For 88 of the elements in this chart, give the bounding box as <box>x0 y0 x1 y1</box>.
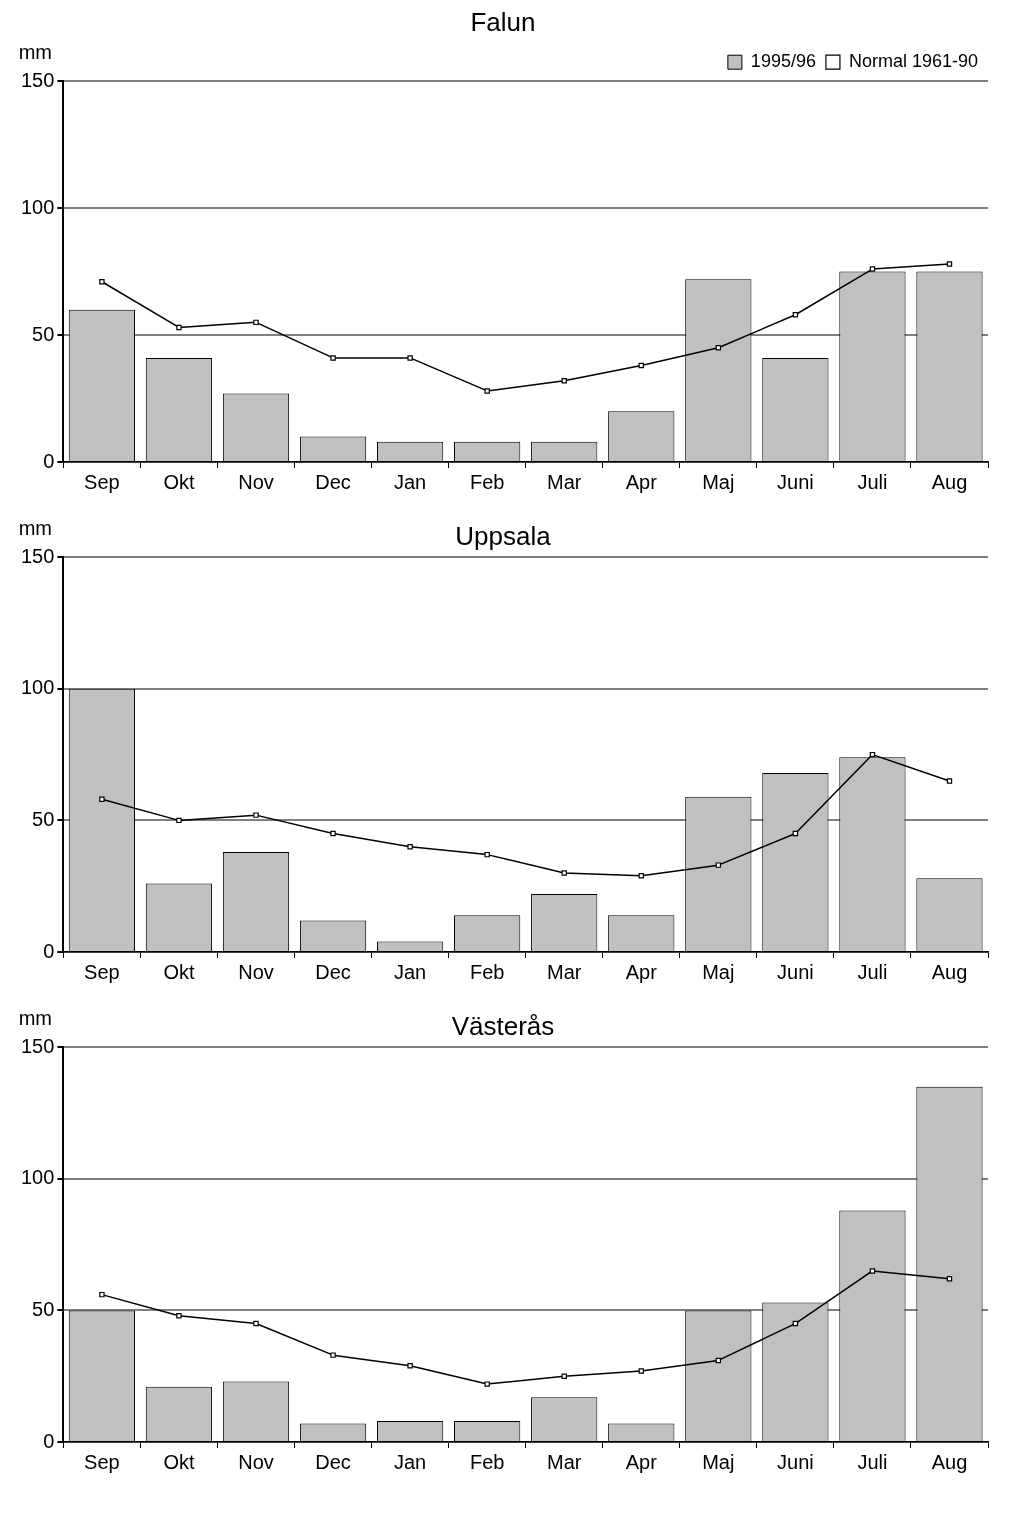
point <box>638 872 644 879</box>
x-tick-label: Juli <box>857 1450 888 1473</box>
point <box>946 778 953 784</box>
legend-label: 1995/96 <box>750 51 816 72</box>
y-tick-label: 100 <box>20 195 55 218</box>
point <box>638 362 644 369</box>
x-tick-label: Aug <box>931 1450 968 1473</box>
point <box>946 1276 953 1282</box>
point <box>715 862 722 868</box>
point <box>561 1373 567 1379</box>
point <box>99 279 105 285</box>
x-tick-label: Sep <box>84 1450 120 1473</box>
point <box>253 319 259 326</box>
y-tick-label: 0 <box>43 939 55 962</box>
x-tick-label: Dec <box>315 470 351 493</box>
point <box>407 355 413 361</box>
point <box>484 851 490 858</box>
x-tick-label: Maj <box>702 470 735 493</box>
y-axis-title: mm <box>18 40 53 63</box>
x-tick-label: Mar <box>546 470 582 493</box>
point <box>330 1352 336 1358</box>
point <box>176 817 182 824</box>
x-tick-label: Dec <box>315 960 351 983</box>
x-tick-label: Juli <box>857 960 888 983</box>
point <box>869 266 876 272</box>
x-tick-label: Aug <box>931 470 968 493</box>
x-tick-label: Nov <box>238 960 274 983</box>
x-tick-label: Sep <box>84 960 120 983</box>
point <box>561 378 567 384</box>
x-tick-label: Maj <box>702 1450 735 1473</box>
point <box>99 796 105 803</box>
point <box>407 844 413 850</box>
y-tick-label: 0 <box>43 1429 55 1452</box>
point <box>946 261 953 267</box>
x-tick-label: Juni <box>777 1450 814 1473</box>
legend-label: Normal 1961-90 <box>848 51 979 72</box>
x-tick-label: Nov <box>238 470 274 493</box>
x-tick-label: Jan <box>393 470 427 493</box>
x-tick-label: Juli <box>857 470 888 493</box>
x-tick-label: Feb <box>469 1450 505 1473</box>
point <box>484 1381 490 1387</box>
chart-title: Uppsala <box>455 520 552 551</box>
x-tick-label: Jan <box>393 960 427 983</box>
chart-title: Falun <box>470 6 536 37</box>
x-tick-label: Mar <box>546 960 582 983</box>
y-axis-title: mm <box>18 1006 53 1029</box>
point <box>792 312 799 318</box>
y-tick-label: 100 <box>20 1166 55 1189</box>
point <box>176 324 182 331</box>
x-tick-label: Apr <box>625 470 658 493</box>
x-tick-label: Okt <box>163 1450 195 1473</box>
x-tick-label: Maj <box>702 960 735 983</box>
y-tick-label: 50 <box>32 322 55 345</box>
x-tick-label: Jan <box>393 1450 427 1473</box>
point <box>638 1368 644 1374</box>
x-tick-label: Feb <box>469 470 505 493</box>
point <box>253 812 259 818</box>
x-tick-label: Okt <box>163 960 195 983</box>
point <box>330 355 336 361</box>
y-tick-label: 150 <box>20 68 55 91</box>
point <box>715 345 722 351</box>
y-tick-label: 50 <box>32 1297 55 1320</box>
point <box>407 1362 413 1369</box>
x-tick-label: Apr <box>625 1450 658 1473</box>
x-tick-label: Juni <box>777 470 814 493</box>
x-tick-label: Juni <box>777 960 814 983</box>
y-tick-label: 100 <box>20 676 55 699</box>
y-axis-title: mm <box>18 516 53 539</box>
y-tick-label: 50 <box>32 807 55 830</box>
x-tick-label: Nov <box>238 1450 274 1473</box>
x-tick-label: Dec <box>315 1450 351 1473</box>
point <box>869 1268 876 1274</box>
point <box>330 830 336 837</box>
chart-title: Västerås <box>451 1010 555 1041</box>
x-tick-label: Mar <box>546 1450 582 1473</box>
y-tick-label: 0 <box>43 449 55 472</box>
point <box>99 1291 105 1298</box>
x-tick-label: Okt <box>163 470 195 493</box>
x-tick-label: Sep <box>84 470 120 493</box>
point <box>561 870 567 876</box>
x-tick-label: Apr <box>625 960 658 983</box>
point <box>176 1312 182 1319</box>
y-tick-label: 150 <box>20 1034 55 1057</box>
x-tick-label: Feb <box>469 960 505 983</box>
x-tick-label: Aug <box>931 960 968 983</box>
point <box>253 1320 259 1327</box>
y-tick-label: 150 <box>20 544 55 567</box>
point <box>484 388 490 394</box>
